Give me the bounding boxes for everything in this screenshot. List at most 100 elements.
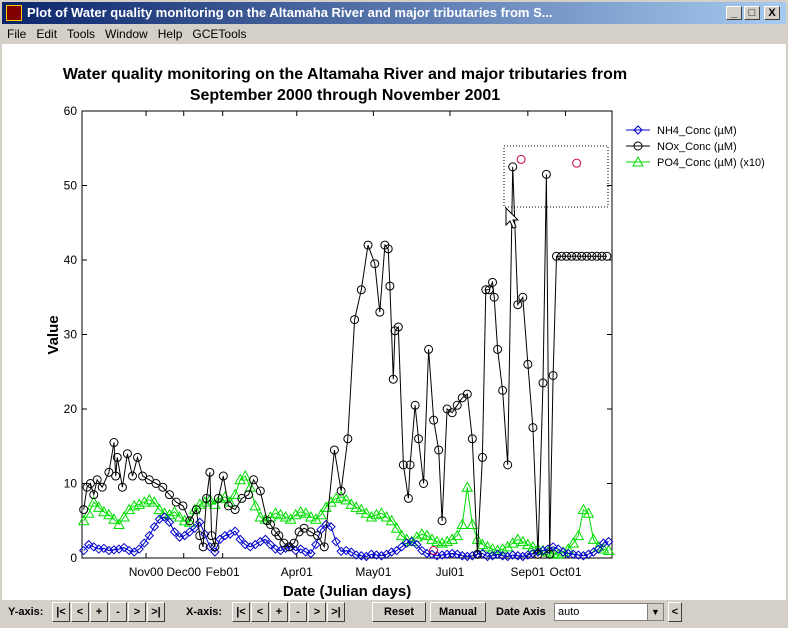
- data-point: [299, 507, 312, 518]
- data-point: [331, 536, 341, 547]
- data-point: [486, 543, 499, 554]
- data-point: [412, 539, 422, 550]
- scroll-left-button[interactable]: <: [668, 602, 682, 622]
- minimize-button[interactable]: _: [726, 6, 742, 20]
- data-point: [341, 545, 351, 556]
- menu-tools[interactable]: Tools: [67, 27, 96, 41]
- data-point: [335, 490, 347, 502]
- data-point: [301, 547, 311, 557]
- data-point: [195, 517, 205, 527]
- y-axis-last-button[interactable]: >|: [147, 602, 165, 622]
- data-point: [365, 510, 378, 522]
- data-point: [198, 496, 211, 507]
- data-point: [416, 528, 428, 539]
- chart-title-line1: Water quality monitoring on the Altamaha…: [63, 66, 627, 83]
- data-point: [545, 549, 555, 559]
- y-axis-next-button[interactable]: >: [128, 602, 146, 622]
- y-axis-zoom-out-button[interactable]: -: [109, 602, 127, 622]
- data-point: [477, 452, 487, 462]
- y-axis-first-button[interactable]: |<: [52, 602, 70, 622]
- legend[interactable]: NH4_Conc (µM) NOx_Conc (µM) PO4_Conc (µM) …: [626, 125, 765, 169]
- data-point: [158, 482, 168, 492]
- data-point: [442, 549, 452, 559]
- data-point: [597, 543, 610, 554]
- data-point: [168, 505, 181, 517]
- menu-window[interactable]: Window: [105, 27, 148, 41]
- data-point: [112, 452, 122, 462]
- data-point: [553, 544, 563, 554]
- data-point: [290, 545, 301, 556]
- data-point: [345, 498, 358, 509]
- manual-button[interactable]: Manual: [430, 602, 486, 622]
- matlab-logo-icon: [6, 5, 22, 21]
- title-bar[interactable]: Plot of Water quality monitoring on the …: [2, 2, 786, 24]
- data-point: [223, 501, 233, 511]
- data-point: [603, 536, 614, 547]
- highlighted-point: [516, 154, 526, 164]
- legend-label: NH4_Conc (µM): [657, 125, 737, 137]
- plot-area[interactable]: [81, 110, 613, 559]
- zoom-selection-box[interactable]: [503, 145, 609, 208]
- data-point: [370, 508, 383, 520]
- reset-button[interactable]: Reset: [372, 602, 426, 622]
- data-point: [78, 545, 89, 556]
- data-point: [421, 529, 433, 541]
- legend-marker: [633, 125, 643, 135]
- data-point: [376, 551, 387, 561]
- x-axis-prev-button[interactable]: <: [251, 602, 269, 622]
- data-point: [178, 501, 188, 511]
- data-point: [304, 510, 317, 522]
- y-tick-label: 30: [64, 328, 78, 342]
- x-axis-last-button[interactable]: >|: [327, 602, 345, 622]
- chart-svg[interactable]: Water quality monitoring on the Altamaha…: [2, 44, 786, 600]
- data-point: [375, 507, 388, 518]
- data-point: [602, 544, 615, 556]
- menu-help[interactable]: Help: [157, 27, 183, 41]
- data-point: [381, 549, 392, 559]
- y-axis-prev-button[interactable]: <: [71, 602, 89, 622]
- menu-file[interactable]: File: [7, 27, 27, 41]
- data-point: [518, 551, 528, 562]
- maximize-button[interactable]: □: [744, 6, 760, 20]
- data-point: [370, 259, 380, 269]
- data-point: [79, 505, 89, 515]
- data-point: [548, 370, 558, 380]
- data-point: [572, 251, 582, 261]
- data-point: [171, 497, 181, 507]
- data-point: [543, 544, 553, 554]
- mouse-cursor-icon: [505, 206, 520, 229]
- data-point: [441, 535, 453, 547]
- data-point: [548, 542, 558, 552]
- data-point: [109, 438, 119, 448]
- data-point: [583, 549, 594, 559]
- figure-canvas[interactable]: Water quality monitoring on the Altamaha…: [2, 44, 786, 600]
- data-point: [153, 503, 166, 515]
- data-point: [229, 488, 241, 500]
- x-axis-next-button[interactable]: >: [308, 602, 326, 622]
- close-button[interactable]: X: [764, 6, 780, 20]
- menu-edit[interactable]: Edit: [36, 27, 58, 41]
- data-point: [220, 530, 230, 541]
- x-axis-zoom-out-button[interactable]: -: [289, 602, 307, 622]
- x-axis-first-button[interactable]: |<: [232, 602, 250, 622]
- data-point: [123, 503, 135, 515]
- data-point: [346, 547, 356, 557]
- date-axis-select[interactable]: auto ▼: [554, 603, 664, 621]
- data-point: [89, 490, 99, 500]
- data-point: [493, 344, 503, 354]
- menu-gcetools[interactable]: GCETools: [192, 27, 247, 41]
- data-point: [149, 522, 160, 532]
- x-axis-zoom-in-button[interactable]: +: [270, 602, 288, 622]
- data-point: [205, 467, 215, 477]
- data-point: [234, 473, 247, 485]
- data-point: [380, 510, 393, 522]
- x-tick-label: Apr01: [281, 565, 313, 579]
- data-point: [538, 378, 548, 388]
- data-point: [567, 251, 577, 261]
- y-axis-zoom-in-button[interactable]: +: [90, 602, 108, 622]
- data-point: [427, 549, 437, 559]
- data-point: [306, 527, 316, 537]
- data-point: [237, 493, 247, 503]
- chevron-down-icon[interactable]: ▼: [647, 604, 663, 620]
- data-point: [350, 501, 363, 512]
